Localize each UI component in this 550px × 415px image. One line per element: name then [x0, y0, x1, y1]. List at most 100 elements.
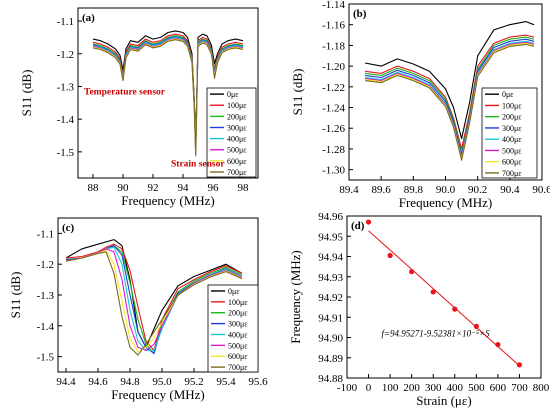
y-tick-label: -1.18 — [322, 40, 345, 52]
y-tick-label: 94.93 — [318, 272, 343, 284]
fit-line — [368, 230, 520, 367]
series-line-0 — [364, 21, 535, 140]
legend-label: 0με — [228, 287, 240, 296]
x-tick-label: 94 — [178, 182, 190, 194]
data-point — [495, 341, 501, 348]
x-tick-label: 89.4 — [339, 184, 359, 196]
x-tick-label: 96 — [208, 182, 220, 194]
panel-label: (b) — [353, 8, 367, 20]
legend-label: 600με — [228, 352, 248, 361]
fit-equation: f=94.95271-9.52381×10⁻⁵×S — [381, 328, 490, 338]
series-line-1 — [365, 34, 535, 150]
legend-label: 300με — [227, 123, 247, 132]
legend-box — [206, 87, 257, 178]
panel-a: 88 90 92 94 96 98 -1.1 -1.2 -1.3 -1.4 -1.5 Frequenc… — [19, 7, 259, 208]
x-tick-label: 95.6 — [248, 376, 268, 388]
panel-label: (a) — [82, 12, 95, 24]
series-group — [65, 239, 243, 356]
legend-label: 200με — [227, 112, 247, 121]
x-tick-label: 500 — [468, 382, 485, 394]
legend-label: 600με — [227, 157, 247, 166]
plot-frame — [77, 7, 259, 179]
legend-label: 100με — [228, 298, 248, 307]
legend-label: 700με — [228, 363, 248, 372]
x-tick-label: 89.6 — [372, 184, 392, 196]
y-tick-label: -1.30 — [322, 165, 345, 177]
legend-label: 400με — [502, 135, 522, 144]
y-tick-label: -1.5 — [57, 147, 75, 159]
y-tick-label: -1.3 — [37, 290, 55, 302]
x-axis-title: Frequency (MHz) — [111, 387, 205, 402]
legend-label: 600με — [502, 158, 522, 167]
y-tick-label: -1.20 — [322, 61, 345, 73]
legend-box — [481, 87, 538, 179]
x-tick-label: 90.6 — [532, 184, 550, 196]
x-tick-label: 700 — [511, 382, 528, 394]
x-tick-label: 92 — [148, 182, 159, 194]
legend-label: 100με — [502, 101, 522, 110]
panel-b: 89.4 89.6 89.8 90.0 90.2 90.4 90.6 -1.14 -1.16 -1… — [290, 0, 550, 210]
data-point — [430, 289, 436, 295]
y-tick-label: 94.94 — [318, 252, 343, 264]
legend-label: 500με — [502, 146, 522, 155]
legend-label: 200με — [228, 309, 248, 318]
y-axis-title: Frequency (MHz) — [288, 250, 303, 344]
series-line-7 — [92, 39, 244, 157]
y-tick-label: 94.96 — [318, 211, 343, 223]
x-tick-label: 0 — [366, 382, 372, 394]
legend-label: 400με — [227, 135, 247, 144]
y-tick-label: -1.4 — [57, 114, 75, 126]
x-tick-label: 600 — [490, 382, 507, 394]
y-tick-label: -1.14 — [322, 0, 345, 11]
data-point — [452, 306, 458, 312]
panel-label: (c) — [62, 222, 75, 234]
y-tick-label: 94.88 — [318, 373, 343, 385]
y-axis-title: S11 (dB) — [290, 69, 305, 116]
legend-label: 500με — [227, 146, 247, 155]
legend-label: 500με — [228, 341, 248, 350]
panel-c: 94.4 94.6 94.8 95.0 95.2 95.4 95.6 -1.1 -1.2 -1.3… — [8, 217, 268, 402]
x-tick-label: 300 — [425, 382, 442, 394]
legend-label: 700με — [502, 169, 522, 178]
legend-label: 300με — [502, 124, 522, 133]
y-tick-label: -1.3 — [57, 81, 75, 93]
y-tick-label: 94.91 — [318, 312, 343, 324]
y-tick-label: 94.90 — [318, 333, 343, 345]
series-line-1 — [65, 243, 243, 351]
x-axis-title: Strain (με) — [416, 393, 471, 408]
y-tick-label: -1.4 — [37, 321, 55, 333]
legend-box — [207, 284, 259, 373]
data-point — [516, 362, 523, 368]
series-line-0 — [92, 30, 244, 146]
x-tick-label: 95.2 — [184, 376, 203, 388]
x-axis-title: Frequency (MHz) — [121, 193, 215, 208]
y-tick-label: -1.22 — [322, 82, 345, 94]
data-point — [409, 269, 415, 275]
y-tick-label: -1.28 — [322, 144, 345, 156]
data-point — [473, 323, 479, 329]
series-line-7 — [365, 43, 535, 161]
y-tick-label: -1.1 — [57, 16, 74, 28]
x-tick-label: 94.8 — [120, 376, 140, 388]
y-tick-label: 94.92 — [318, 292, 343, 304]
x-tick-label: 100 — [382, 382, 399, 394]
panel-label: (d) — [351, 220, 365, 232]
y-tick-label: -1.5 — [37, 352, 55, 364]
y-tick-label: -1.1 — [37, 228, 54, 240]
legend-label: 400με — [228, 330, 248, 339]
x-tick-label: 90.4 — [500, 184, 520, 196]
y-tick-label: -1.16 — [322, 20, 345, 32]
y-tick-label: -1.26 — [322, 123, 345, 135]
panel-d: -100 0 100 200 300 400 500 600 700 800 94.88 94.89 9… — [288, 211, 550, 408]
y-tick-label: -1.2 — [37, 259, 54, 271]
x-tick-label: 90.0 — [436, 184, 456, 196]
y-axis-title: S11 (dB) — [19, 70, 34, 117]
x-tick-label: 88 — [88, 182, 100, 194]
x-tick-label: 90.2 — [468, 184, 487, 196]
y-tick-label: 94.95 — [318, 231, 343, 243]
x-tick-label: 95.0 — [152, 376, 172, 388]
plot-frame — [346, 215, 542, 379]
